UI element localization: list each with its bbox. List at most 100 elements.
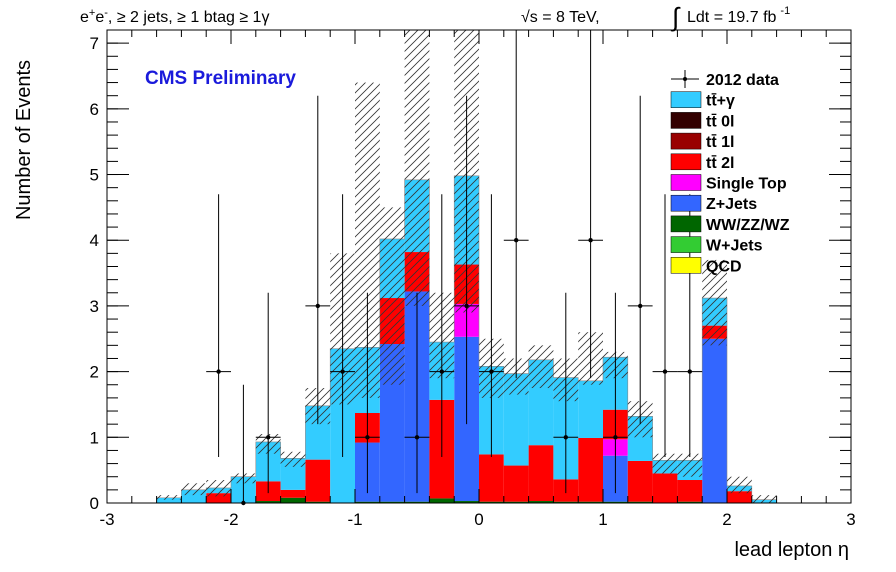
x-tick-label: 0 [474, 510, 483, 529]
bar-ww-zz-wz [305, 501, 331, 503]
data-point [503, 30, 529, 379]
bar-tt-2l [652, 473, 678, 503]
bar-tt-2l [280, 489, 306, 498]
data-marker [439, 369, 444, 374]
bar-ww-zz-wz [553, 501, 579, 503]
uncertainty-band [727, 476, 752, 494]
y-tick-label: 4 [90, 231, 99, 250]
channel-label: e+e-, ≥ 2 jets, ≥ 1 btag ≥ 1γ [80, 7, 269, 26]
data-marker [638, 303, 643, 309]
legend-data-marker [683, 77, 687, 81]
bar-ww-zz-wz [355, 501, 380, 503]
legend-swatch [670, 112, 702, 129]
data-point [677, 194, 703, 458]
y-tick-label: 1 [90, 428, 99, 447]
bar-tt-2l [727, 491, 752, 503]
bar-ww-zz-wz [379, 501, 405, 503]
uncertainty-band [751, 495, 777, 503]
bar-ww-zz-wz [677, 501, 703, 503]
x-tick-label: 3 [846, 510, 855, 529]
legend-label: W+Jets [706, 238, 763, 255]
uncertainty-band [280, 451, 306, 467]
legend-swatch [670, 91, 702, 108]
legend-swatch [670, 153, 702, 171]
axes-layer: -3 -2 -1 0 1 2 3 0 1 2 3 4 5 6 7 [90, 29, 856, 529]
data-marker [662, 369, 668, 374]
data-point [454, 95, 479, 425]
legend-swatch [670, 215, 702, 233]
legend-label: tt̄ 1l [706, 133, 734, 151]
legend-label: QCD [706, 258, 742, 275]
y-tick-label: 0 [90, 494, 99, 513]
legend: 2012 data tt̄+γ tt̄ 0l tt̄ 1l tt̄ 2l Single T… [670, 70, 790, 275]
bar-tt-2l [627, 460, 653, 502]
bar-ww-zz-wz [603, 501, 628, 503]
legend-swatch [670, 174, 702, 191]
legend-swatch [670, 236, 702, 253]
bar-ww-zz-wz [429, 498, 455, 503]
data-point [404, 292, 430, 494]
cms-preliminary-label: CMS Preliminary [145, 68, 296, 89]
data-point [429, 194, 455, 458]
bar-tt-2l [677, 480, 703, 502]
legend-label: Z+Jets [706, 196, 757, 213]
x-tick-label: -1 [347, 510, 362, 529]
data-marker [588, 238, 593, 243]
y-tick-label: 2 [90, 363, 99, 382]
y-tick-label: 3 [90, 297, 99, 316]
bar-tt [578, 380, 603, 438]
data-point [355, 292, 380, 494]
data-marker [365, 435, 370, 440]
bar-ww-zz-wz [578, 501, 603, 503]
legend-label: WW/ZZ/WZ [706, 217, 790, 234]
uncertainty-band [206, 480, 231, 497]
data-point [553, 292, 579, 494]
uncertainty-band [677, 453, 703, 477]
bar-tt-2l [578, 437, 603, 502]
x-tick-label: -2 [223, 510, 238, 529]
data-marker [266, 435, 271, 440]
energy-label: √s = 8 TeV, [521, 9, 600, 26]
data-point [578, 30, 603, 379]
data-marker [613, 435, 618, 440]
data-marker [340, 369, 345, 374]
bar-tt-2l [479, 454, 504, 502]
data-point [330, 194, 355, 458]
bar-tt-2l [503, 465, 529, 502]
bar-tt [156, 497, 182, 503]
uncertainty-band [528, 345, 554, 389]
y-axis-label: Number of Events [13, 60, 35, 220]
uncertainty-band [156, 495, 182, 500]
legend-swatch [670, 257, 702, 274]
bar-tt-2l [206, 493, 231, 503]
bar-ww-zz-wz [627, 501, 653, 503]
data-point [627, 95, 653, 425]
data-point [255, 292, 281, 494]
bar-ww-zz-wz [454, 501, 479, 503]
legend-label: tt̄+γ [706, 91, 735, 109]
data-marker [687, 369, 692, 374]
data-marker [514, 238, 519, 243]
bar-z-jets [702, 338, 727, 503]
data-point [479, 194, 504, 458]
data-point [652, 194, 678, 458]
data-marker [563, 435, 568, 440]
y-tick-label: 5 [90, 166, 99, 185]
bar-ww-zz-wz [404, 501, 430, 503]
bar-ww-zz-wz [479, 501, 504, 503]
data-marker [489, 369, 494, 374]
legend-label: 2012 data [706, 72, 779, 89]
y-tick-label: 7 [90, 34, 99, 53]
x-tick-label: -3 [99, 510, 114, 529]
y-tick-label: 6 [90, 100, 99, 119]
data-marker [464, 303, 469, 309]
data-point [305, 95, 331, 425]
data-point [206, 194, 231, 458]
uncertainty-band [404, 30, 430, 306]
data-marker [315, 303, 320, 309]
uncertainty-band [652, 453, 678, 474]
bar-ww-zz-wz [528, 501, 554, 503]
uncertainty-band [181, 483, 207, 496]
integral-symbol: ∫ [670, 2, 681, 32]
